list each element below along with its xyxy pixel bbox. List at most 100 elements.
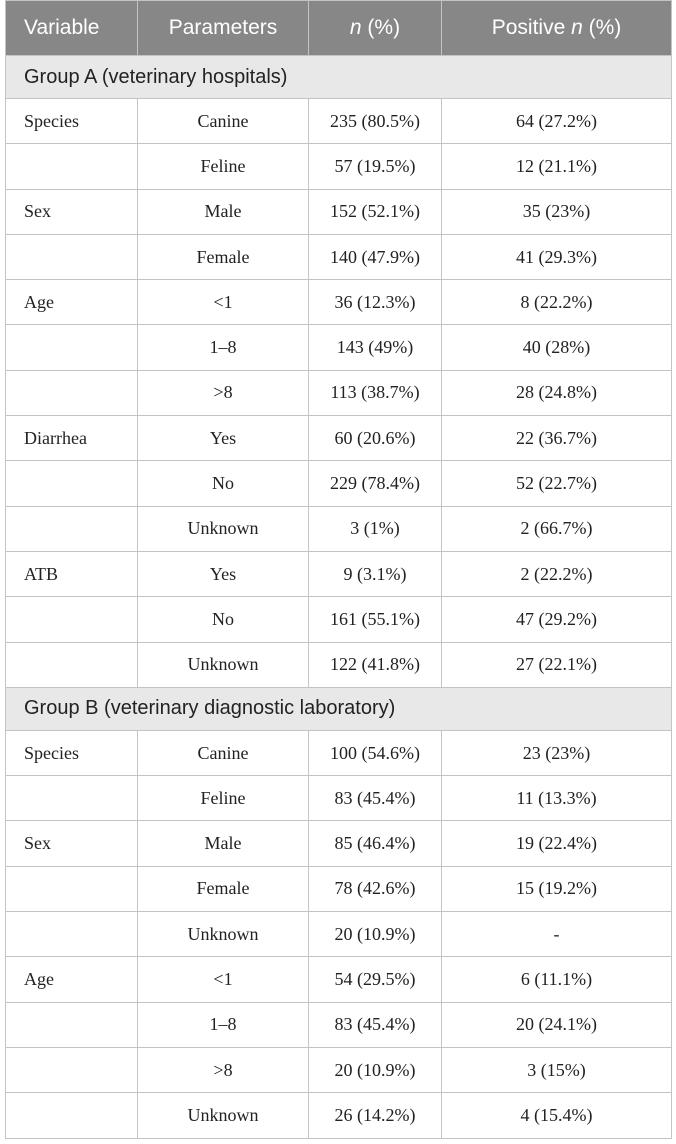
cell: Age bbox=[5, 279, 138, 326]
cell: Unknown bbox=[137, 1092, 309, 1139]
header-text: n bbox=[349, 16, 362, 39]
cell: 23 (23%) bbox=[441, 729, 672, 777]
table-body: Group A (veterinary hospitals) Species Can… bbox=[5, 55, 672, 1139]
cell: 8 (22.2%) bbox=[441, 279, 672, 326]
cell: Diarrhea bbox=[5, 415, 138, 462]
cell: 1–8 bbox=[137, 1001, 309, 1048]
cell: 143 (49%) bbox=[308, 324, 442, 371]
cell bbox=[5, 505, 138, 552]
cell: Feline bbox=[137, 143, 309, 190]
cell bbox=[5, 1046, 138, 1094]
cell: 2 (22.2%) bbox=[441, 550, 672, 598]
cell: >8 bbox=[137, 1046, 309, 1094]
cell: 54 (29.5%) bbox=[308, 956, 442, 1003]
cell: ATB bbox=[5, 550, 138, 598]
header-cell: Variable bbox=[5, 0, 138, 56]
cell bbox=[5, 369, 138, 417]
cell: 113 (38.7%) bbox=[308, 369, 442, 417]
cell bbox=[5, 1092, 138, 1139]
cell: Female bbox=[137, 865, 309, 913]
cell: 1–8 bbox=[137, 324, 309, 371]
cell bbox=[5, 911, 138, 958]
header-text: (%) bbox=[582, 16, 622, 39]
cell bbox=[5, 641, 138, 688]
data-row: Age <1 36 (12.3%) 8 (22.2%) bbox=[5, 279, 672, 326]
cell: 235 (80.5%) bbox=[308, 97, 442, 145]
data-row: No 161 (55.1%) 47 (29.2%) bbox=[5, 596, 672, 643]
cell: 161 (55.1%) bbox=[308, 596, 442, 643]
cell: Age bbox=[5, 956, 138, 1003]
header-cell: Parameters bbox=[137, 0, 309, 56]
cell: Yes bbox=[137, 415, 309, 462]
data-row: Female 140 (47.9%) 41 (29.3%) bbox=[5, 233, 672, 281]
cell: 83 (45.4%) bbox=[308, 1001, 442, 1048]
cell: Male bbox=[137, 820, 309, 867]
data-row: Feline 83 (45.4%) 11 (13.3%) bbox=[5, 775, 672, 822]
cell: 64 (27.2%) bbox=[441, 97, 672, 145]
cell: - bbox=[441, 911, 672, 958]
data-row: Unknown 26 (14.2%) 4 (15.4%) bbox=[5, 1092, 672, 1139]
data-row: Diarrhea Yes 60 (20.6%) 22 (36.7%) bbox=[5, 415, 672, 462]
cell: Species bbox=[5, 729, 138, 777]
cell bbox=[5, 233, 138, 281]
cell: 19 (22.4%) bbox=[441, 820, 672, 867]
data-row: Species Canine 100 (54.6%) 23 (23%) bbox=[5, 729, 672, 777]
cell: 83 (45.4%) bbox=[308, 775, 442, 822]
group-row: Group B (veterinary diagnostic laborator… bbox=[5, 686, 672, 731]
cell: <1 bbox=[137, 279, 309, 326]
cell: 22 (36.7%) bbox=[441, 415, 672, 462]
header-text: Parameters bbox=[168, 16, 278, 39]
cell: 152 (52.1%) bbox=[308, 188, 442, 235]
cell: 35 (23%) bbox=[441, 188, 672, 235]
header-cell: n (%) bbox=[308, 0, 442, 56]
data-row: Species Canine 235 (80.5%) 64 (27.2%) bbox=[5, 97, 672, 145]
cell: 4 (15.4%) bbox=[441, 1092, 672, 1139]
cell: 47 (29.2%) bbox=[441, 596, 672, 643]
cell: No bbox=[137, 596, 309, 643]
cell: Species bbox=[5, 97, 138, 145]
cell: 100 (54.6%) bbox=[308, 729, 442, 777]
cell: Yes bbox=[137, 550, 309, 598]
table: Variable Parameters n (%) Positive n (%) Gr… bbox=[5, 0, 672, 1139]
cell: Sex bbox=[5, 820, 138, 867]
cell: 140 (47.9%) bbox=[308, 233, 442, 281]
cell: 52 (22.7%) bbox=[441, 460, 672, 507]
data-row: Sex Male 85 (46.4%) 19 (22.4%) bbox=[5, 820, 672, 867]
group-row: Group A (veterinary hospitals) bbox=[5, 55, 672, 99]
data-row: Unknown 3 (1%) 2 (66.7%) bbox=[5, 505, 672, 552]
cell bbox=[5, 775, 138, 822]
cell: Unknown bbox=[137, 505, 309, 552]
header-text: Positive bbox=[491, 16, 572, 39]
cell: 28 (24.8%) bbox=[441, 369, 672, 417]
cell: No bbox=[137, 460, 309, 507]
cell: 27 (22.1%) bbox=[441, 641, 672, 688]
cell: 60 (20.6%) bbox=[308, 415, 442, 462]
cell bbox=[5, 596, 138, 643]
cell: 57 (19.5%) bbox=[308, 143, 442, 190]
cell: 41 (29.3%) bbox=[441, 233, 672, 281]
data-row: 1–8 143 (49%) 40 (28%) bbox=[5, 324, 672, 371]
data-row: >8 20 (10.9%) 3 (15%) bbox=[5, 1046, 672, 1094]
cell bbox=[5, 865, 138, 913]
cell: 6 (11.1%) bbox=[441, 956, 672, 1003]
group-title: Group A (veterinary hospitals) bbox=[5, 55, 672, 99]
cell: Feline bbox=[137, 775, 309, 822]
cell: 122 (41.8%) bbox=[308, 641, 442, 688]
cell: Canine bbox=[137, 97, 309, 145]
cell: 11 (13.3%) bbox=[441, 775, 672, 822]
cell: 36 (12.3%) bbox=[308, 279, 442, 326]
cell: 26 (14.2%) bbox=[308, 1092, 442, 1139]
cell: 20 (24.1%) bbox=[441, 1001, 672, 1048]
cell: 229 (78.4%) bbox=[308, 460, 442, 507]
cell: 9 (3.1%) bbox=[308, 550, 442, 598]
header-text: (%) bbox=[361, 16, 401, 39]
cell bbox=[5, 460, 138, 507]
cell: 3 (15%) bbox=[441, 1046, 672, 1094]
cell: 78 (42.6%) bbox=[308, 865, 442, 913]
cell: <1 bbox=[137, 956, 309, 1003]
cell: Male bbox=[137, 188, 309, 235]
cell: 20 (10.9%) bbox=[308, 1046, 442, 1094]
cell: 40 (28%) bbox=[441, 324, 672, 371]
cell: 85 (46.4%) bbox=[308, 820, 442, 867]
cell bbox=[5, 143, 138, 190]
